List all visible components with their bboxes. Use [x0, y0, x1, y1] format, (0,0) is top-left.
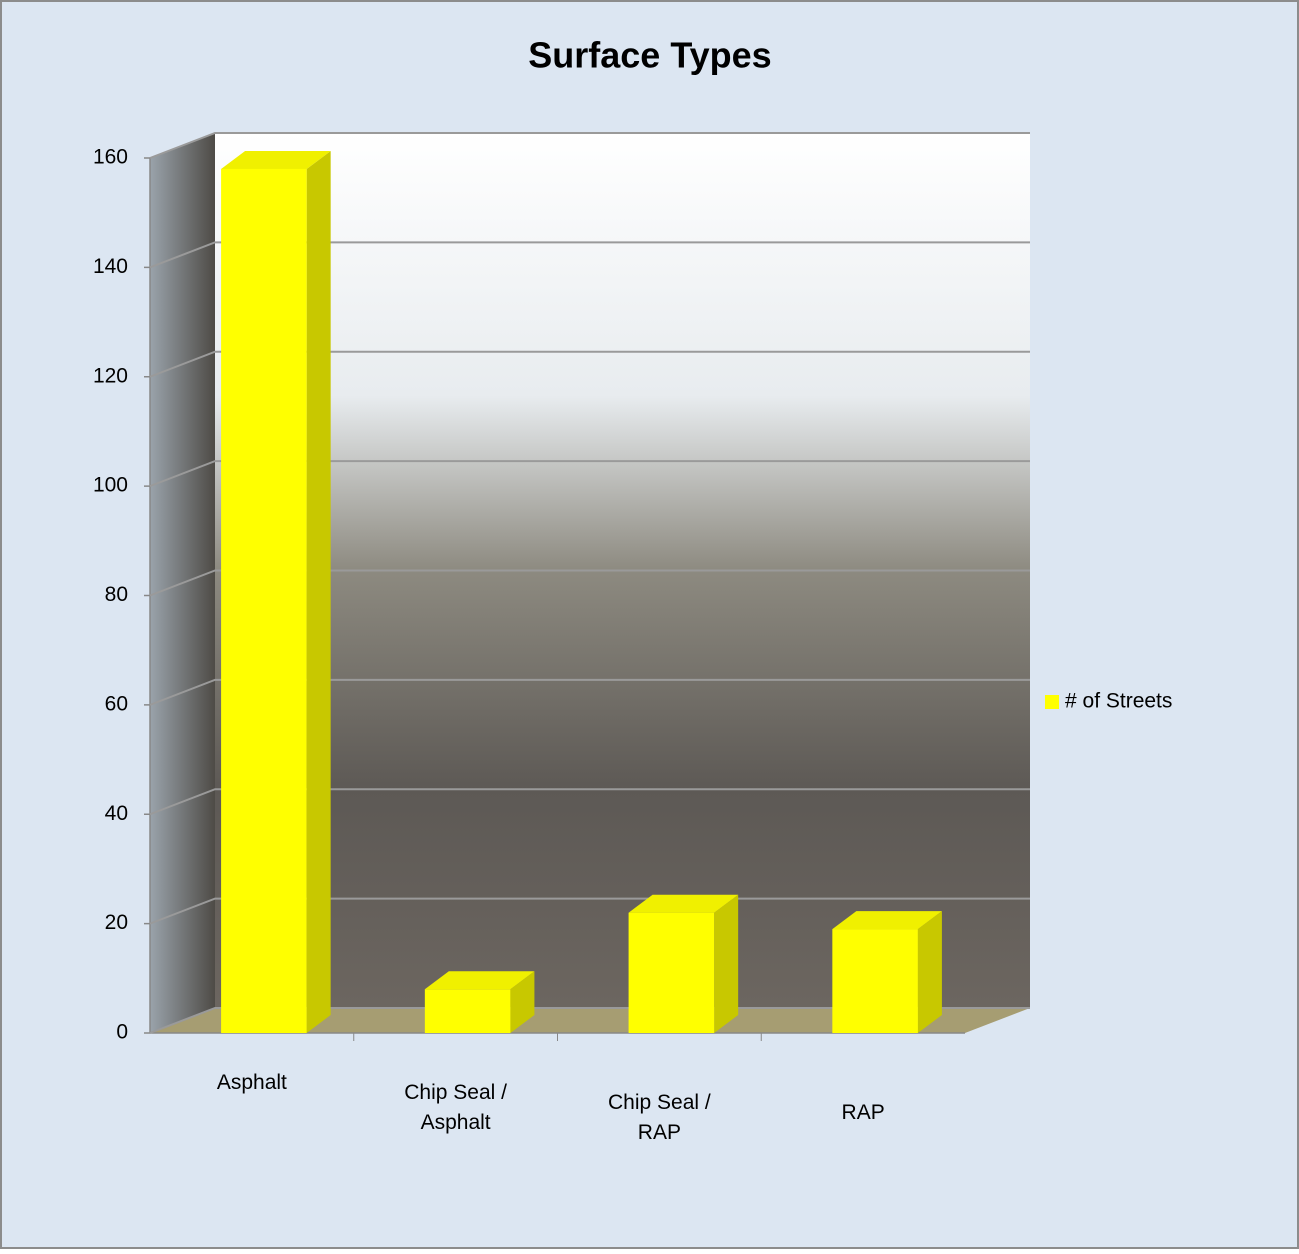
x-label-box: RAP [773, 1098, 953, 1168]
chart-title: Surface Types [528, 35, 771, 76]
bar [221, 169, 307, 1033]
x-tick-label: Chip Seal / Asphalt [381, 1078, 531, 1138]
x-label-box: Chip Seal / Asphalt [366, 1078, 546, 1148]
legend-swatch [1045, 695, 1059, 709]
x-tick-label: Chip Seal / RAP [584, 1088, 734, 1148]
legend-label: # of Streets [1065, 690, 1172, 713]
y-tick-label: 160 [93, 146, 128, 169]
x-tick-label: RAP [788, 1098, 938, 1128]
bar [832, 929, 918, 1033]
bar [629, 913, 715, 1033]
bar-side [918, 911, 942, 1033]
bar-side [307, 151, 331, 1033]
bar [425, 989, 511, 1033]
x-tick-label: Asphalt [177, 1068, 327, 1098]
y-tick-label: 140 [93, 255, 128, 278]
chart: Surface Types 0 20 40 60 80 100 120 140 160 Aspha… [0, 0, 1299, 1249]
x-label-box: Asphalt [162, 1068, 342, 1138]
y-tick-label: 0 [116, 1021, 128, 1044]
y-tick-label: 20 [105, 911, 128, 934]
y-tick-label: 120 [93, 364, 128, 387]
y-tick-label: 80 [105, 583, 128, 606]
x-label-box: Chip Seal / RAP [569, 1088, 749, 1158]
y-tick-label: 40 [105, 802, 128, 825]
y-tick-label: 100 [93, 474, 128, 497]
bar-side [714, 895, 738, 1033]
y-tick-label: 60 [105, 692, 128, 715]
